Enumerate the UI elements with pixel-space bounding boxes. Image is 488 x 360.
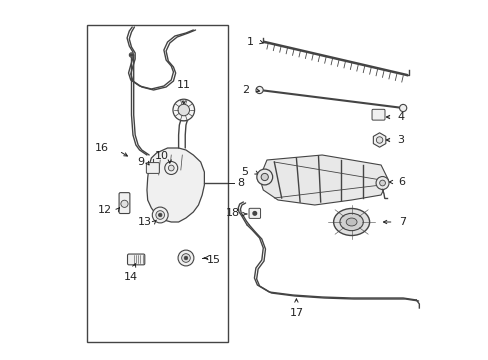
Circle shape xyxy=(158,213,162,217)
FancyBboxPatch shape xyxy=(371,109,384,120)
Polygon shape xyxy=(373,133,385,147)
Bar xyxy=(86,25,227,342)
Text: 10: 10 xyxy=(155,151,169,161)
Text: 18: 18 xyxy=(225,208,239,218)
Text: 12: 12 xyxy=(97,205,111,215)
Polygon shape xyxy=(259,155,387,205)
Circle shape xyxy=(168,165,174,171)
Circle shape xyxy=(164,162,177,175)
Text: 13: 13 xyxy=(137,217,151,227)
Text: 14: 14 xyxy=(123,272,138,282)
Text: 2: 2 xyxy=(242,85,249,95)
Text: 16: 16 xyxy=(95,143,108,153)
Text: 15: 15 xyxy=(206,255,220,265)
Circle shape xyxy=(130,54,132,56)
Text: 3: 3 xyxy=(396,135,404,145)
Circle shape xyxy=(178,250,194,266)
Circle shape xyxy=(256,86,263,94)
Text: 4: 4 xyxy=(396,112,404,122)
Text: 17: 17 xyxy=(289,308,303,318)
Circle shape xyxy=(152,207,168,223)
Text: 7: 7 xyxy=(398,217,405,227)
Ellipse shape xyxy=(333,208,369,235)
Circle shape xyxy=(156,211,164,219)
Text: 6: 6 xyxy=(398,177,405,187)
FancyBboxPatch shape xyxy=(119,193,130,213)
Text: 1: 1 xyxy=(246,37,253,47)
Circle shape xyxy=(376,137,382,143)
Circle shape xyxy=(399,104,406,112)
Circle shape xyxy=(121,200,128,207)
Circle shape xyxy=(184,256,187,260)
Circle shape xyxy=(375,176,388,189)
Circle shape xyxy=(129,53,133,57)
Text: 8: 8 xyxy=(236,178,244,188)
Circle shape xyxy=(379,180,385,186)
Circle shape xyxy=(252,212,256,215)
Circle shape xyxy=(261,174,268,181)
Circle shape xyxy=(178,104,189,116)
Circle shape xyxy=(256,169,272,185)
Text: 9: 9 xyxy=(137,157,143,167)
FancyBboxPatch shape xyxy=(146,163,159,174)
Text: 5: 5 xyxy=(241,167,248,177)
Ellipse shape xyxy=(339,213,363,231)
Ellipse shape xyxy=(346,218,356,226)
FancyBboxPatch shape xyxy=(248,208,260,219)
Polygon shape xyxy=(147,148,204,222)
FancyBboxPatch shape xyxy=(127,254,144,265)
Circle shape xyxy=(173,99,194,121)
Circle shape xyxy=(181,254,190,262)
Text: 11: 11 xyxy=(176,80,190,90)
